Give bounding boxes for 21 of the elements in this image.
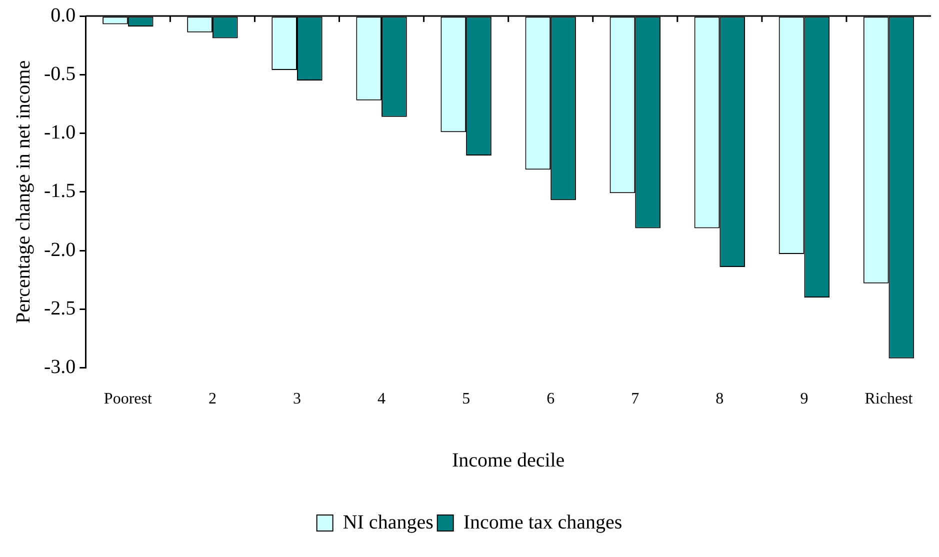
y-tick-label: -2.0 bbox=[44, 238, 76, 261]
x-tick-label: 9 bbox=[800, 390, 808, 408]
x-tick-label: Richest bbox=[864, 390, 914, 408]
x-tick-label: 3 bbox=[292, 390, 301, 408]
legend-label: NI changes bbox=[342, 511, 434, 534]
x-tick-label: 4 bbox=[378, 390, 386, 408]
y-tick-label: 0.0 bbox=[50, 4, 76, 26]
x-tick-label: Poorest bbox=[104, 390, 152, 408]
x-tick-label: 8 bbox=[716, 390, 724, 408]
x-tick-label: 5 bbox=[462, 390, 470, 408]
y-tick-label: -1.0 bbox=[44, 122, 76, 144]
y-tick-label: -3.0 bbox=[44, 356, 76, 378]
x-axis-title: Income decile bbox=[452, 449, 565, 472]
legend-label: Income tax changes bbox=[463, 511, 622, 534]
y-axis-title: Percentage change in net income bbox=[12, 60, 34, 324]
y-tick-label: -2.5 bbox=[44, 297, 76, 320]
x-tick-label: 7 bbox=[631, 390, 640, 408]
x-tick-label: 2 bbox=[208, 390, 216, 408]
y-tick-label: -1.5 bbox=[44, 180, 76, 202]
y-tick-label: -0.5 bbox=[44, 62, 76, 85]
x-tick-label: 6 bbox=[546, 390, 555, 408]
